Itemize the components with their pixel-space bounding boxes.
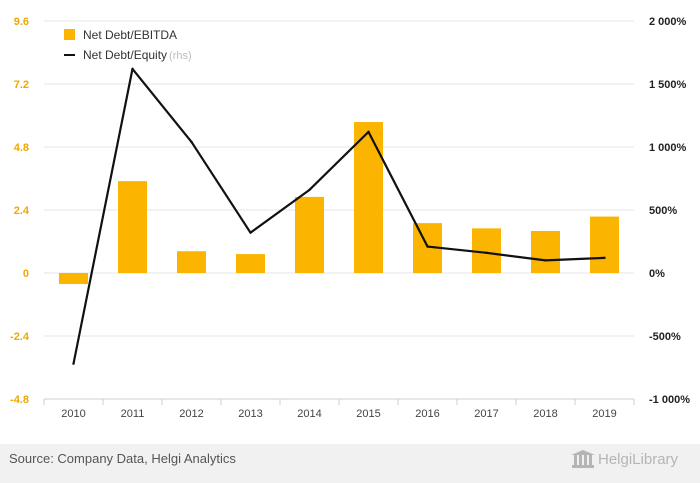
brand-logo[interactable]: HelgiLibrary [571, 449, 695, 473]
y-left-tick-label: -2.4 [10, 331, 30, 343]
line-series [72, 67, 606, 365]
y-right-tick-label: 1 000% [649, 142, 687, 154]
y-right-tick-label: -500% [649, 331, 681, 343]
bar [118, 181, 147, 273]
legend-label-line: Net Debt/Equity [83, 48, 168, 62]
y-right-tick-label: 1 500% [649, 79, 687, 91]
y-left-tick-label: 4.8 [14, 142, 29, 154]
bar [236, 254, 265, 273]
y-left-tick-label: 2.4 [14, 205, 30, 217]
bar [472, 228, 501, 273]
x-tick-label: 2018 [533, 408, 557, 420]
bar [295, 196, 324, 273]
legend-item-bar[interactable]: Net Debt/EBITDA [64, 28, 177, 44]
bar [59, 273, 88, 285]
y-right-tick-label: 500% [649, 205, 677, 217]
y-right-tick-label: 2 000% [649, 16, 687, 28]
library-icon [571, 450, 595, 468]
line-point [367, 130, 370, 134]
bar [354, 122, 383, 273]
legend-swatch-line [64, 54, 75, 56]
line-point [131, 67, 134, 71]
y-left-tick-label: -4.8 [10, 394, 29, 406]
x-tick-label: 2014 [297, 408, 321, 420]
bar [590, 216, 619, 273]
bar [531, 231, 560, 273]
footer-source: Source: Company Data, Helgi Analytics [9, 451, 236, 466]
line-point [249, 231, 252, 234]
x-tick-label: 2011 [121, 408, 145, 420]
legend-label-bar: Net Debt/EBITDA [83, 28, 178, 42]
legend-item-line[interactable]: Net Debt/Equity (rhs) [64, 48, 192, 64]
x-tick-label: 2017 [474, 408, 498, 420]
line-point [426, 245, 429, 248]
x-tick-label: 2015 [356, 408, 380, 420]
y-right-tick-label: -1 000% [649, 394, 690, 406]
line-point [485, 251, 488, 255]
x-tick-label: 2010 [61, 408, 85, 420]
x-tick-label: 2016 [415, 408, 439, 420]
brand-name: HelgiLibrary [598, 451, 679, 468]
y-left-tick-label: 0 [23, 268, 29, 280]
line-point [190, 140, 193, 144]
line-point [603, 256, 606, 260]
x-tick-label: 2013 [238, 408, 262, 420]
line-point [544, 259, 547, 262]
y-left-tick-label: 9.6 [14, 16, 29, 28]
bar-series [59, 122, 619, 285]
line-point [308, 188, 311, 192]
line-point [72, 362, 75, 365]
bar [177, 251, 206, 273]
y-right-tick-label: 0% [649, 268, 665, 280]
legend-rhs-note: (rhs) [169, 50, 192, 62]
y-left-tick-label: 7.2 [14, 79, 29, 91]
axes: 9.6 7.2 4.8 2.4 0 -2.4 -4.8 2 000% 1 500% 1 000% 5… [10, 16, 690, 420]
legend-swatch-bar [64, 29, 75, 40]
x-tick-label: 2019 [592, 408, 616, 420]
series-line [72, 67, 605, 364]
x-tick-label: 2012 [179, 408, 203, 420]
